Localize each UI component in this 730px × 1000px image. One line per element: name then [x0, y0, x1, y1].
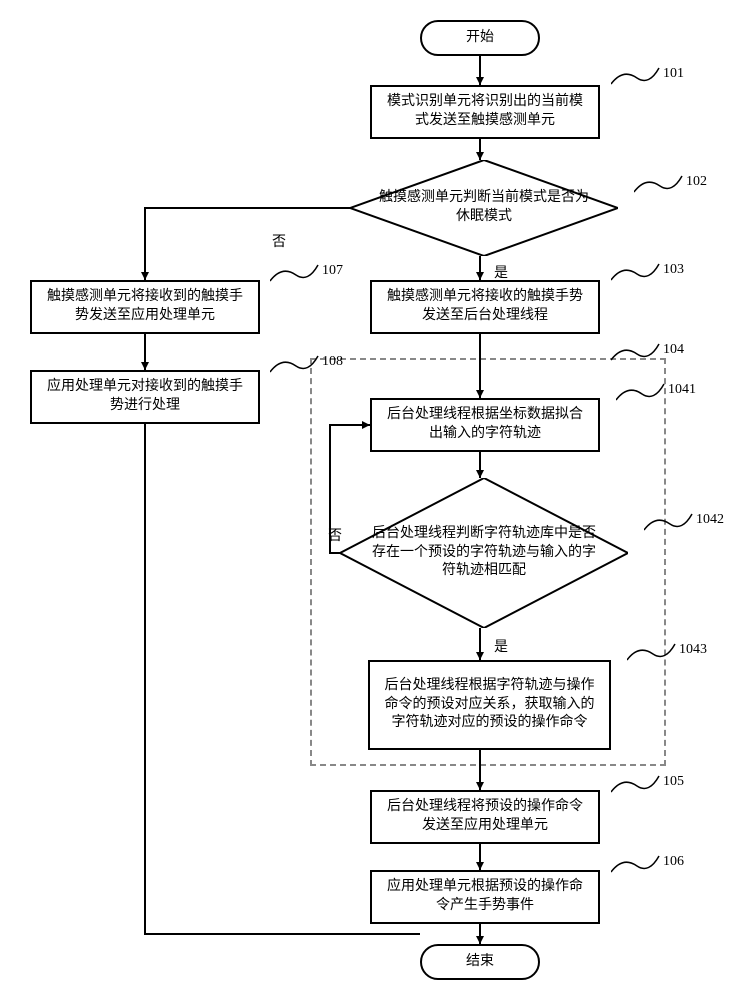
box-106-text: 应用处理单元根据预设的操作命令产生手势事件 [382, 878, 588, 916]
terminal-start: 开始 [420, 20, 540, 56]
terminal-end-label: 结束 [466, 953, 494, 972]
step-108: 108 [270, 352, 320, 374]
terminal-start-label: 开始 [466, 29, 494, 48]
box-1041: 后台处理线程根据坐标数据拟合出输入的字符轨迹 [370, 398, 600, 452]
box-101-text: 模式识别单元将识别出的当前模式发送至触摸感测单元 [382, 93, 588, 131]
box-1043: 后台处理线程根据字符轨迹与操作命令的预设对应关系，获取输入的字符轨迹对应的预设的… [368, 660, 611, 750]
box-105-text: 后台处理线程将预设的操作命令发送至应用处理单元 [382, 798, 588, 836]
step-1042: 1042 [644, 510, 694, 532]
diamond-1042-text: 后台处理线程判断字符轨迹库中是否存在一个预设的字符轨迹与输入的字符轨迹相匹配 [368, 525, 600, 582]
box-103-text: 触摸感测单元将接收的触摸手势发送至后台处理线程 [382, 288, 588, 326]
box-107: 触摸感测单元将接收到的触摸手势发送至应用处理单元 [30, 280, 260, 334]
box-1041-text: 后台处理线程根据坐标数据拟合出输入的字符轨迹 [382, 406, 588, 444]
step-104: 104 [611, 340, 661, 362]
diamond-102-text: 触摸感测单元判断当前模式是否为休眠模式 [378, 189, 590, 227]
box-106: 应用处理单元根据预设的操作命令产生手势事件 [370, 870, 600, 924]
step-101: 101 [611, 64, 661, 86]
terminal-end: 结束 [420, 944, 540, 980]
box-108-text: 应用处理单元对接收到的触摸手势进行处理 [42, 378, 248, 416]
diamond-102: 触摸感测单元判断当前模式是否为休眠模式 [350, 160, 618, 256]
box-101: 模式识别单元将识别出的当前模式发送至触摸感测单元 [370, 85, 600, 139]
step-102: 102 [634, 172, 684, 194]
branch-no-1042: 否 [328, 525, 342, 545]
step-1041: 1041 [616, 380, 666, 402]
step-105: 105 [611, 772, 661, 794]
step-1043: 1043 [627, 640, 677, 662]
branch-no-102: 否 [272, 231, 286, 251]
box-108: 应用处理单元对接收到的触摸手势进行处理 [30, 370, 260, 424]
box-103: 触摸感测单元将接收的触摸手势发送至后台处理线程 [370, 280, 600, 334]
box-107-text: 触摸感测单元将接收到的触摸手势发送至应用处理单元 [42, 288, 248, 326]
step-107: 107 [270, 261, 320, 283]
branch-yes-102: 是 [494, 262, 508, 282]
step-103: 103 [611, 260, 661, 282]
box-105: 后台处理线程将预设的操作命令发送至应用处理单元 [370, 790, 600, 844]
branch-yes-1042: 是 [494, 636, 508, 656]
step-106: 106 [611, 852, 661, 874]
box-1043-text: 后台处理线程根据字符轨迹与操作命令的预设对应关系，获取输入的字符轨迹对应的预设的… [380, 677, 599, 734]
diamond-1042: 后台处理线程判断字符轨迹库中是否存在一个预设的字符轨迹与输入的字符轨迹相匹配 [340, 478, 628, 628]
